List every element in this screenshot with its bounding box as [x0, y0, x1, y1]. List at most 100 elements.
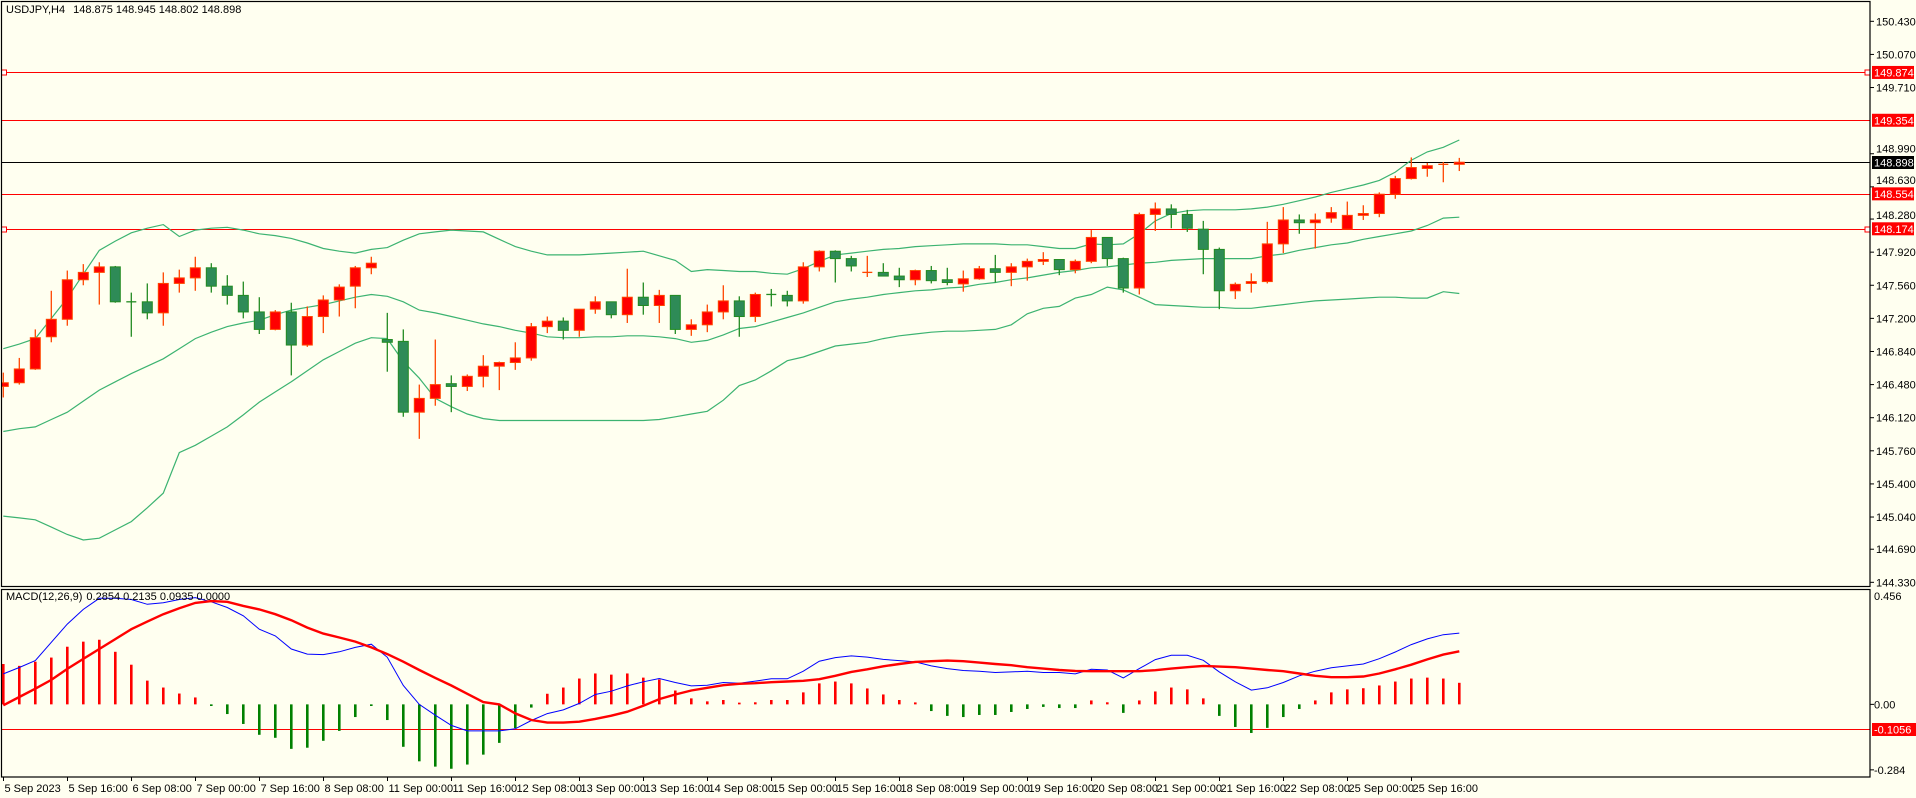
- time-tick-label: 11 Sep 16:00: [453, 783, 518, 795]
- candle-body: [1245, 281, 1257, 284]
- bollinger-upper-line: [3, 139, 1460, 350]
- candle-body: [701, 311, 713, 326]
- candle: [1389, 175, 1401, 199]
- price-tick-label: 150.070: [1876, 49, 1916, 61]
- candle: [1165, 204, 1177, 229]
- symbol-header: USDJPY,H4 148.875 148.945 148.802 148.898: [6, 4, 241, 16]
- candle: [349, 265, 361, 309]
- candle: [589, 296, 601, 314]
- time-tick-label: 18 Sep 08:00: [901, 783, 966, 795]
- candle-body: [61, 279, 73, 320]
- candle: [813, 250, 825, 272]
- candle: [1005, 263, 1017, 287]
- time-tick-label: 11 Sep 00:00: [389, 783, 454, 795]
- candle-body: [2, 382, 9, 387]
- candle-body: [637, 296, 649, 306]
- level-handle[interactable]: [1, 69, 7, 76]
- candle-body: [285, 311, 297, 346]
- candle: [749, 292, 761, 323]
- level-price-label: 148.554: [1874, 189, 1914, 201]
- candle-body: [397, 340, 409, 413]
- candle-body: [365, 262, 377, 269]
- candle-body: [157, 282, 169, 314]
- candle-body: [1405, 167, 1417, 180]
- candle-body: [829, 250, 841, 260]
- candle: [1341, 201, 1353, 230]
- candle-body: [413, 397, 425, 413]
- macd-main-line: [3, 597, 1460, 732]
- candle: [845, 255, 857, 272]
- candle: [93, 262, 105, 305]
- time-tick-label: 7 Sep 16:00: [261, 783, 320, 795]
- candle-body: [173, 277, 185, 284]
- candle-body: [1213, 248, 1225, 292]
- candle-body: [909, 270, 921, 281]
- candle-body: [1021, 260, 1033, 268]
- candle: [285, 302, 297, 376]
- candle-body: [205, 267, 217, 287]
- candle: [1421, 162, 1433, 177]
- candle-body: [221, 285, 233, 296]
- price-tick-label: 146.840: [1876, 346, 1916, 358]
- time-tick-label: 25 Sep 16:00: [1413, 783, 1478, 795]
- candle-body: [1341, 214, 1353, 230]
- price-tick-label: 150.430: [1876, 16, 1916, 28]
- time-tick-label: 21 Sep 00:00: [1157, 783, 1222, 795]
- candle-body: [797, 266, 809, 302]
- level-handle[interactable]: [1864, 69, 1871, 76]
- candle: [1261, 221, 1273, 284]
- candle-body: [957, 278, 969, 285]
- symbol-timeframe: USDJPY,H4: [6, 4, 65, 16]
- level-handle[interactable]: [1864, 226, 1871, 233]
- candle-body: [1053, 259, 1065, 271]
- macd-label: MACD(12,26,9): [6, 591, 82, 603]
- candle: [1357, 205, 1369, 220]
- candle-body: [893, 275, 905, 281]
- time-tick-label: 5 Sep 2023: [5, 783, 61, 795]
- candle: [1373, 192, 1385, 218]
- macd-pane[interactable]: [2, 597, 1870, 769]
- candle: [445, 375, 457, 413]
- candle: [461, 374, 473, 392]
- candle: [1277, 207, 1289, 254]
- candle-body: [77, 271, 89, 281]
- level-price-label: 148.174: [1874, 224, 1914, 236]
- candle: [13, 357, 25, 385]
- price-tick-label: 144.330: [1876, 577, 1916, 589]
- candle-body: [269, 311, 281, 330]
- candle: [1213, 247, 1225, 310]
- candle: [525, 322, 537, 361]
- candle-body: [445, 383, 457, 387]
- candle-body: [1277, 219, 1289, 245]
- candle-body: [109, 266, 121, 303]
- candle: [717, 285, 729, 320]
- time-tick-label: 14 Sep 08:00: [709, 783, 774, 795]
- candle-body: [1197, 228, 1209, 250]
- candle-body: [461, 375, 473, 387]
- candle-body: [877, 271, 889, 277]
- candle: [141, 283, 153, 320]
- candle-body: [573, 308, 585, 331]
- time-tick-label: 13 Sep 16:00: [645, 783, 710, 795]
- candle-body: [669, 294, 681, 330]
- time-tick-label: 19 Sep 00:00: [965, 783, 1030, 795]
- candle-body: [1005, 266, 1017, 273]
- candle-body: [493, 362, 505, 367]
- candle: [509, 342, 521, 370]
- candle: [205, 263, 217, 293]
- level-handle[interactable]: [1, 226, 7, 233]
- candle-body: [685, 324, 697, 330]
- macd-legend: MACD(12,26,9) 0.2854 0.2135 0.0935 0.0000: [6, 591, 230, 603]
- price-pane[interactable]: [0, 72, 1870, 541]
- candle: [1453, 157, 1465, 172]
- candle: [429, 339, 441, 406]
- candle: [909, 269, 921, 286]
- time-tick-label: 6 Sep 08:00: [133, 783, 192, 795]
- ohlc-readout: 148.875 148.945 148.802 148.898: [73, 4, 241, 16]
- candle: [1085, 230, 1097, 264]
- price-tick-label: 146.480: [1876, 380, 1916, 392]
- candle-body: [733, 300, 745, 318]
- candle: [685, 319, 697, 336]
